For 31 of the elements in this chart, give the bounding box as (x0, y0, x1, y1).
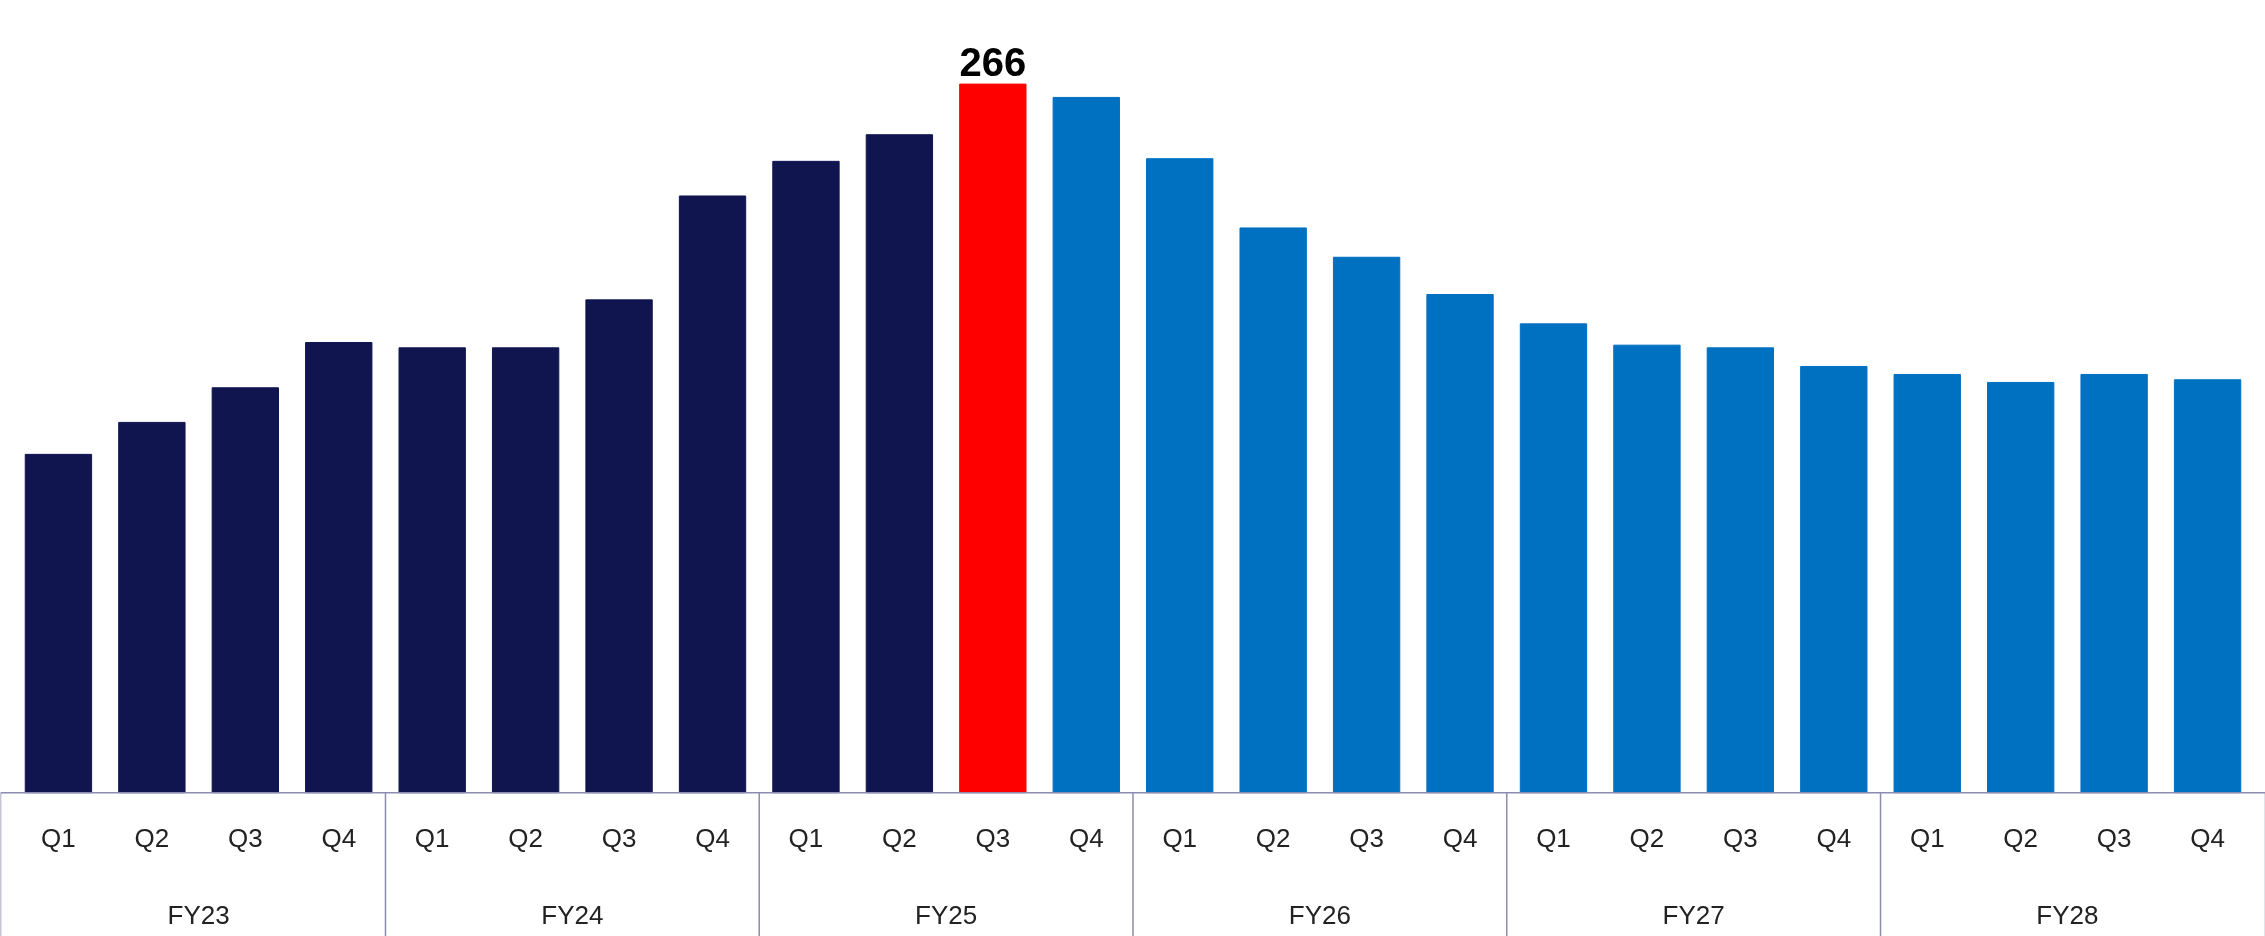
x-tick-label: Q1 (41, 823, 76, 854)
data-label: 266 (959, 40, 1027, 85)
x-tick-label: Q1 (1536, 823, 1571, 854)
x-tick-label: Q1 (1162, 823, 1198, 854)
x-tick-label: Q3 (2096, 823, 2132, 854)
text: FY23 (167, 900, 230, 931)
x-tick-label: Q3 (601, 823, 637, 854)
x-tick-label: Q2 (882, 823, 917, 854)
x-tick-label: Q4 (321, 823, 357, 854)
text: FY27 (1662, 900, 1725, 931)
x-tick-label: Q2 (1255, 823, 1291, 854)
x-tick-label: Q4 (695, 823, 730, 854)
x-tick-label: Q4 (1816, 823, 1852, 854)
text: FY26 (1288, 900, 1351, 931)
x-tick-label: Q1 (788, 823, 824, 854)
x-tick-label: Q2 (134, 823, 170, 854)
x-tick-label: Q4 (1068, 823, 1104, 854)
x-tick-label: Q3 (975, 823, 1011, 854)
x-tick-label: Q1 (414, 823, 450, 854)
text: FY25 (915, 900, 978, 931)
x-tick-label: Q2 (2003, 823, 2039, 854)
x-tick-label: Q1 (1909, 823, 1945, 854)
x-tick-label: Q2 (508, 823, 543, 854)
text: FY28 (2036, 900, 2099, 931)
x-tick-label: Q3 (227, 823, 263, 854)
text: FY24 (541, 900, 604, 931)
x-tick-label: Q2 (1629, 823, 1665, 854)
x-tick-label: Q3 (1349, 823, 1384, 854)
x-tick-label: Q4 (1442, 823, 1478, 854)
x-tick-label: Q3 (1723, 823, 1758, 854)
x-tick-label: Q4 (2190, 823, 2225, 854)
